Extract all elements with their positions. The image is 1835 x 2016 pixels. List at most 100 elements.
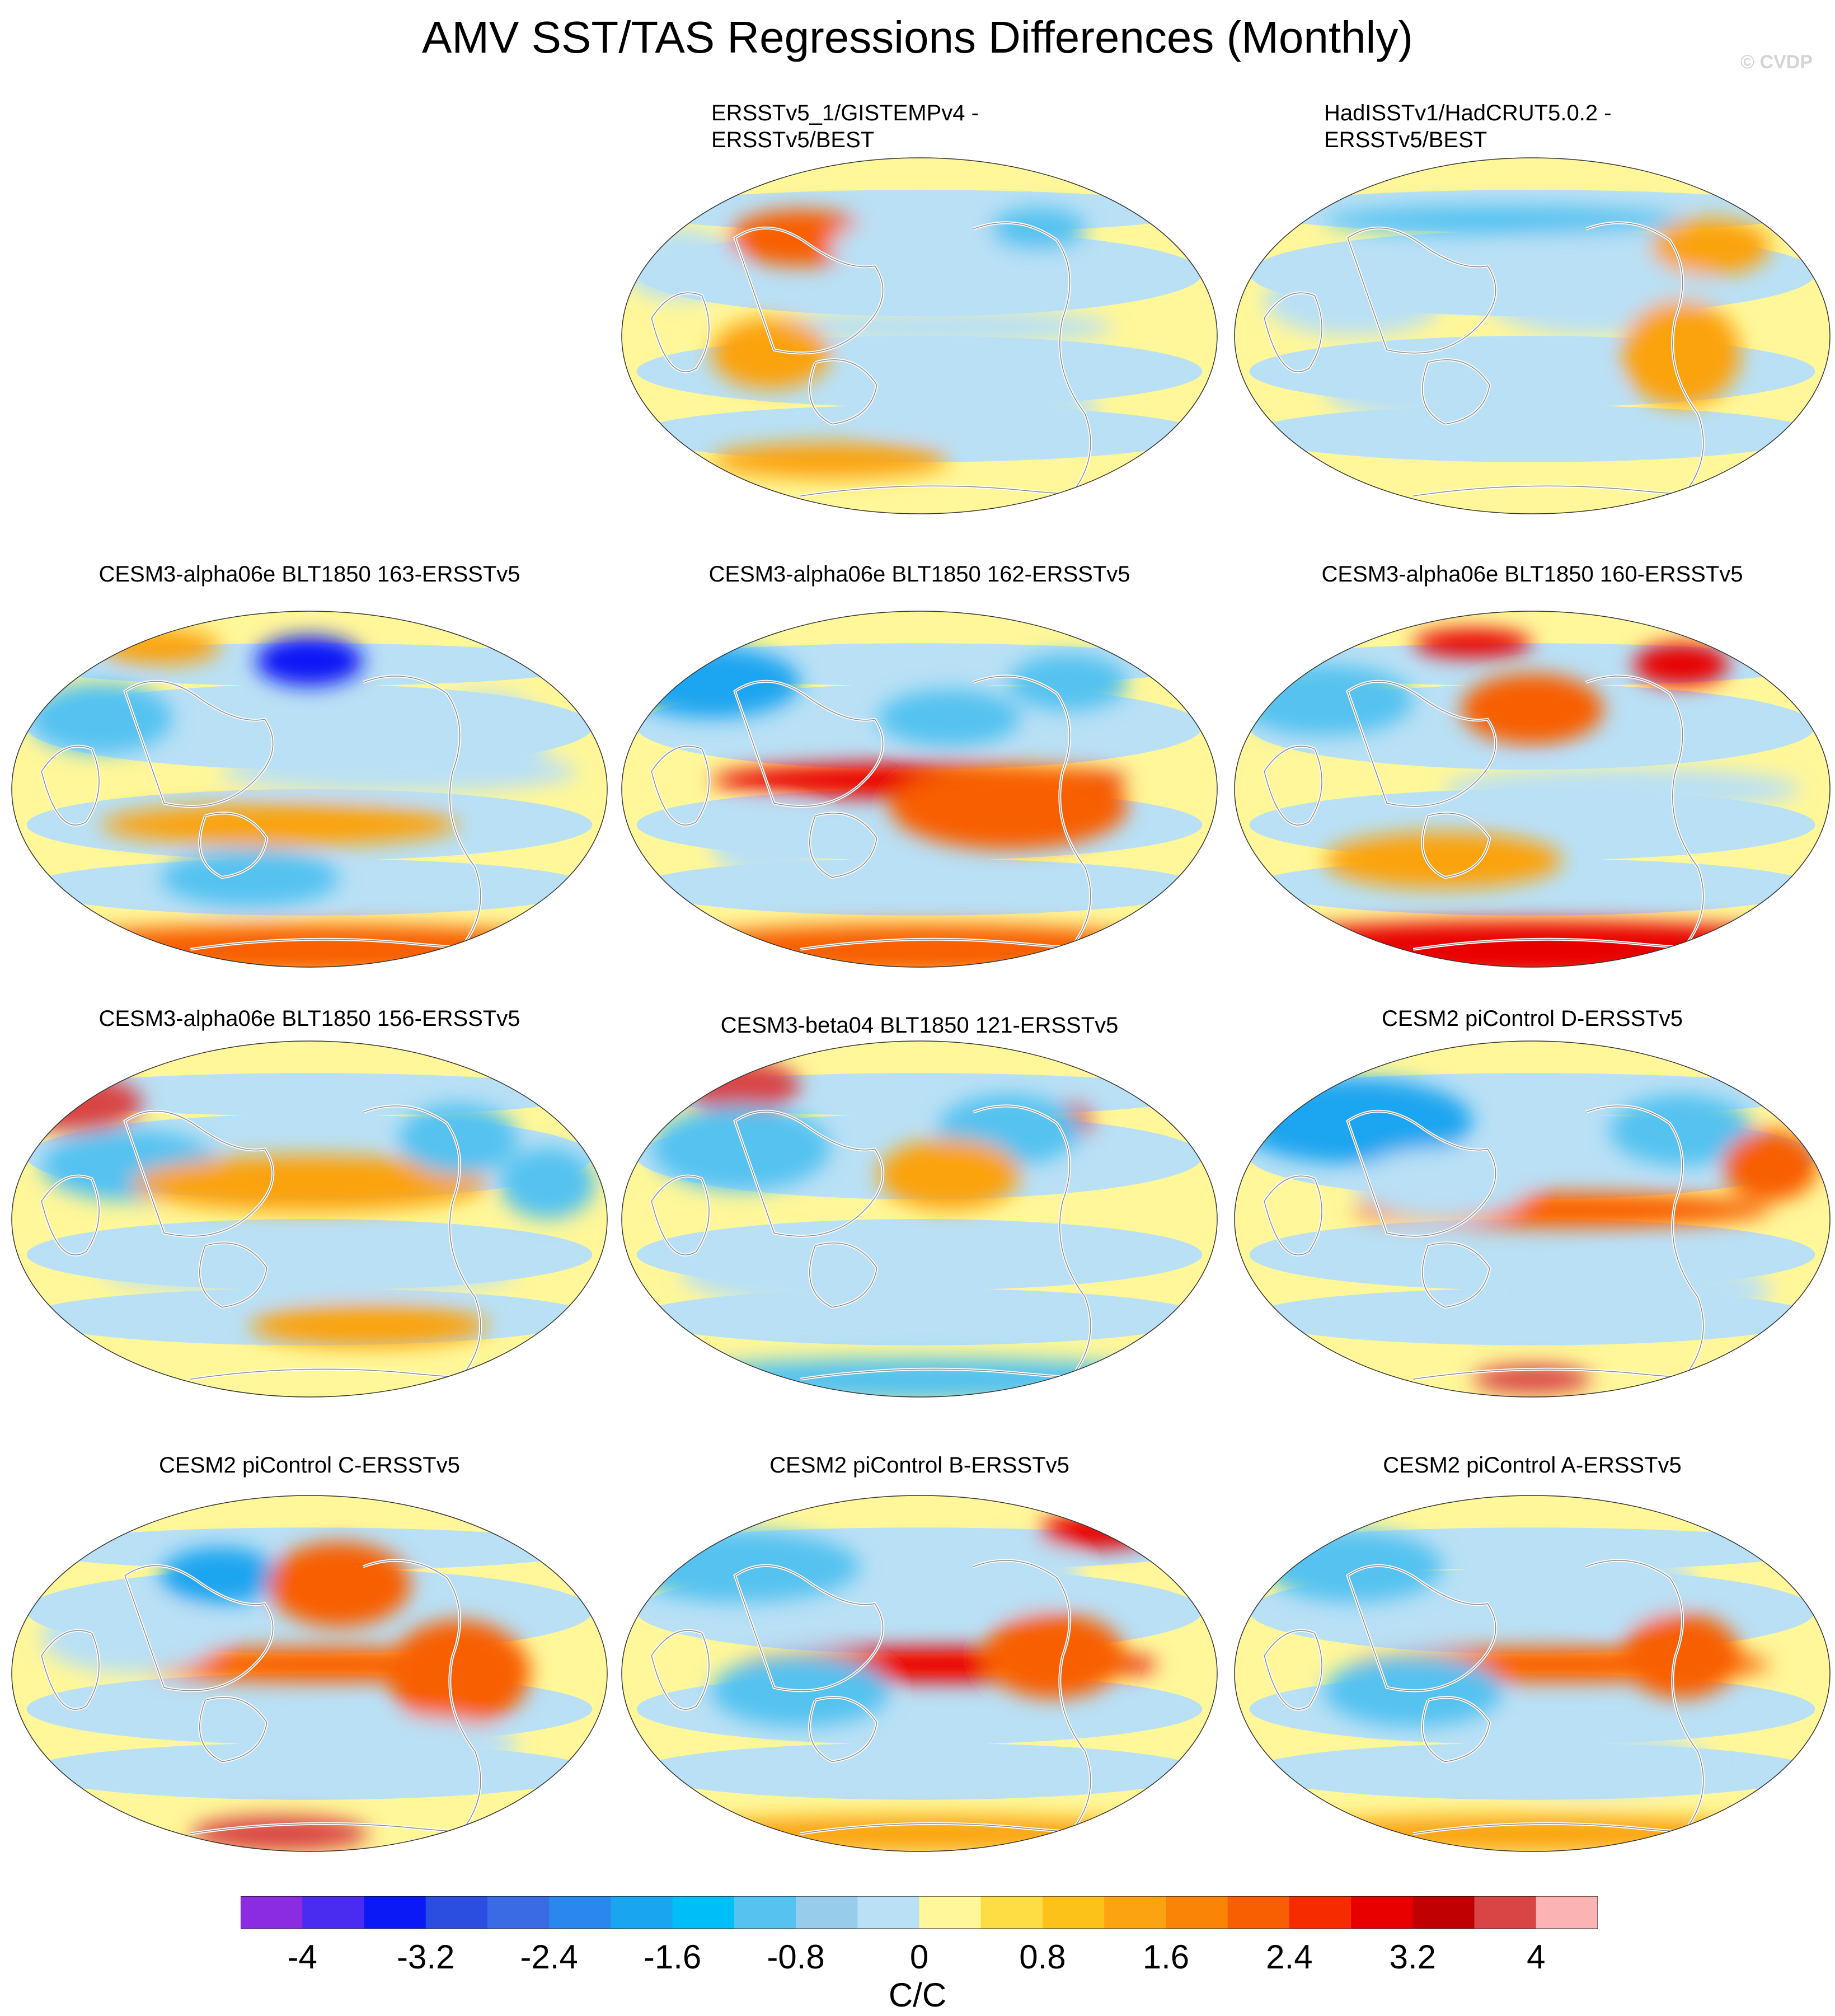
colorbar-swatch <box>857 1896 919 1929</box>
anomaly-region <box>1235 664 1414 736</box>
coastline <box>973 222 1091 498</box>
coastline <box>199 1696 267 1762</box>
coastline <box>1422 1242 1490 1308</box>
coastline <box>651 292 710 372</box>
colorbar-swatch <box>487 1896 550 1929</box>
coastline <box>1347 681 1496 807</box>
coastline <box>1585 222 1704 498</box>
anomaly-region <box>1633 643 1729 686</box>
coastline <box>124 681 274 807</box>
anomaly-band <box>636 1743 1203 1800</box>
anomaly-region <box>101 1251 518 1294</box>
panel-title: CESM3-alpha06e BLT1850 160-ERSSTv5 <box>1321 562 1743 587</box>
anomaly-region <box>256 636 363 686</box>
colorbar-swatch <box>364 1896 426 1929</box>
panel-title-line1: HadISSTv1/HadCRUT5.0.2 - <box>1324 101 1612 125</box>
coastline <box>124 1110 274 1237</box>
colorbar-swatch <box>1042 1896 1105 1929</box>
colorbar-swatch <box>302 1896 364 1929</box>
panel-title: ERSSTv5_1/GISTEMPv4 - ERSSTv5/BEST <box>711 100 979 153</box>
colorbar-swatch <box>919 1896 982 1929</box>
anomaly-region <box>1008 654 1128 711</box>
panel-title-line2: ERSSTv5/BEST <box>711 128 875 152</box>
anomaly-region <box>1324 205 1681 235</box>
coastline <box>1422 1696 1490 1762</box>
anomaly-region <box>41 1602 220 1673</box>
regression-map <box>1234 157 1831 514</box>
colorbar-tick-label: 0.8 <box>1019 1938 1066 1976</box>
anomaly-region <box>1609 1094 1753 1166</box>
anomaly-region <box>1472 1734 1711 1791</box>
anomaly-region <box>1621 300 1741 407</box>
anomaly-region <box>101 629 220 665</box>
anomaly-region <box>1472 1365 1592 1394</box>
anomaly-region <box>428 693 548 779</box>
anomaly-region <box>982 1612 1125 1699</box>
anomaly-region <box>279 1716 518 1774</box>
colorbar-tick-label: -1.6 <box>643 1938 702 1976</box>
colorbar-swatch <box>1412 1896 1475 1929</box>
anomaly-region <box>651 924 1188 967</box>
colorbar-swatch <box>1474 1896 1537 1929</box>
regression-map <box>621 157 1218 514</box>
anomaly-region <box>29 682 173 754</box>
anomaly-region <box>1532 1262 1771 1319</box>
panel-title: CESM2 piControl D-ERSSTv5 <box>1382 1006 1683 1031</box>
anomaly-region <box>1723 1130 1818 1202</box>
anomaly-region <box>1443 767 1800 811</box>
anomaly-region <box>500 1147 595 1219</box>
colorbar-swatch <box>241 1896 303 1929</box>
anomaly-region <box>830 222 950 272</box>
anomaly-region <box>889 764 1128 850</box>
coastline <box>651 1175 710 1255</box>
panel-title: CESM3-alpha06e BLT1850 156-ERSSTv5 <box>98 1006 520 1031</box>
coastline <box>734 227 884 354</box>
anomaly-region <box>398 1103 518 1175</box>
anomaly-region <box>651 1358 1188 1397</box>
anomaly-region <box>711 318 830 390</box>
map-border <box>1234 611 1831 968</box>
panel-title: CESM3-alpha06e BLT1850 163-ERSSTv5 <box>98 562 520 587</box>
anomaly-region <box>161 1547 280 1604</box>
map-border <box>621 1495 1218 1852</box>
anomaly-region <box>130 1155 489 1212</box>
coastline <box>809 359 877 425</box>
anomaly-region <box>711 807 830 878</box>
coastline <box>809 1696 877 1762</box>
anomaly-region <box>877 1138 1021 1211</box>
panel-title: CESM3-beta04 BLT1850 121-ERSSTv5 <box>720 1013 1119 1038</box>
map-border <box>11 611 608 968</box>
coastline <box>734 681 884 807</box>
coastline <box>363 676 481 951</box>
colorbar-swatch <box>1104 1896 1166 1929</box>
coastline <box>1264 292 1322 372</box>
coastline <box>973 1560 1091 1836</box>
coastline <box>973 1105 1091 1381</box>
panel-title: CESM3-alpha06e BLT1850 162-ERSSTv5 <box>708 562 1130 587</box>
colorbar-tick-label: -0.8 <box>767 1938 825 1976</box>
coastline <box>1585 1560 1704 1836</box>
coastline <box>41 1630 100 1710</box>
anomaly-region <box>12 924 607 967</box>
map-border <box>1234 1040 1831 1398</box>
anomaly-region <box>1324 353 1622 425</box>
colorbar-swatch <box>549 1896 611 1929</box>
anomaly-region <box>1550 1549 1693 1620</box>
anomaly-region <box>250 1304 489 1347</box>
coastline <box>1585 1105 1704 1381</box>
regression-map <box>1234 1495 1831 1852</box>
anomaly-region <box>190 1816 369 1851</box>
anomaly-region <box>101 803 458 846</box>
colorbar-tick-label: 3.2 <box>1389 1938 1437 1976</box>
anomaly-region <box>681 1060 801 1111</box>
map-border <box>1234 1495 1831 1852</box>
colorbar-tick-label: 1.6 <box>1142 1938 1190 1976</box>
coastline <box>1347 1565 1496 1691</box>
map-border <box>621 611 1218 968</box>
regression-map <box>621 1040 1218 1398</box>
coastline <box>651 746 710 826</box>
map-border <box>11 1040 608 1398</box>
coastline <box>1422 812 1490 878</box>
regression-map <box>621 611 1218 968</box>
map-border <box>11 1495 608 1852</box>
